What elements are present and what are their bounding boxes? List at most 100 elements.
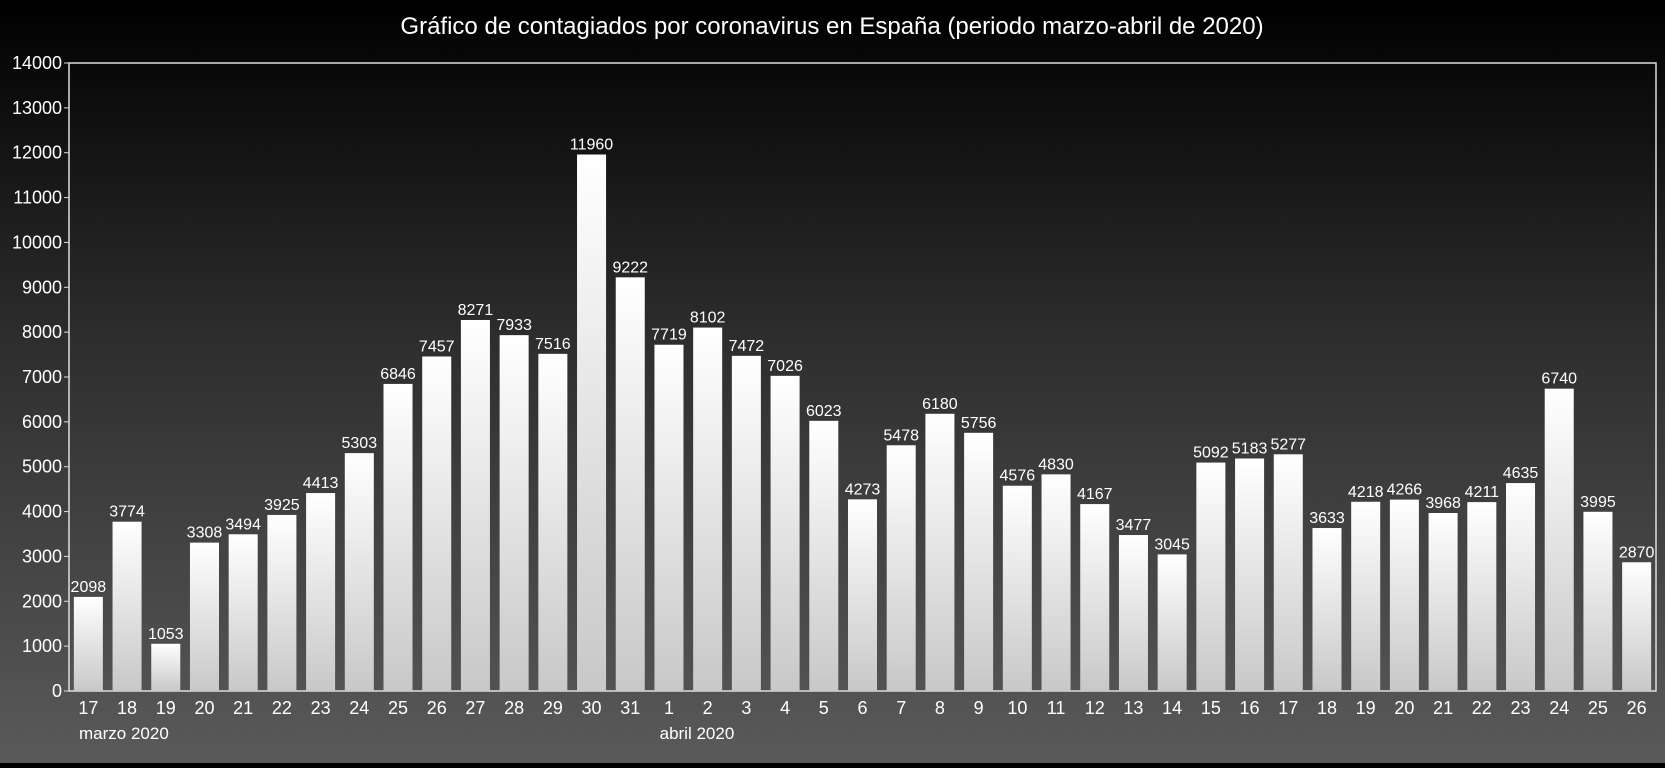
data-label: 7933 <box>496 317 532 334</box>
y-tick-label: 10000 <box>12 232 62 252</box>
bar <box>383 383 413 691</box>
data-label: 1053 <box>148 626 184 643</box>
x-tick-label: 7 <box>896 698 906 718</box>
bar <box>1235 458 1265 691</box>
bar <box>847 499 878 691</box>
data-label: 6180 <box>922 396 958 413</box>
x-group-label: abril 2020 <box>660 724 735 743</box>
x-tick-label: 17 <box>78 698 98 718</box>
data-label: 5092 <box>1193 445 1229 462</box>
x-tick-label: 8 <box>935 698 945 718</box>
data-label: 6846 <box>380 366 416 383</box>
y-tick-label: 8000 <box>22 322 62 342</box>
bar <box>1389 499 1419 691</box>
y-tick-label: 1000 <box>22 636 62 656</box>
data-label: 3477 <box>1116 517 1152 534</box>
x-tick-label: 20 <box>1394 698 1414 718</box>
bar <box>886 445 916 691</box>
bar <box>1041 474 1071 691</box>
x-tick-label: 23 <box>1511 698 1531 718</box>
data-label: 3494 <box>225 516 261 533</box>
bar <box>344 453 374 691</box>
bar <box>1351 501 1381 691</box>
bar <box>615 277 645 691</box>
x-tick-label: 19 <box>156 698 176 718</box>
data-label: 5303 <box>342 435 378 452</box>
y-tick-label: 0 <box>52 681 62 701</box>
bar <box>809 420 839 691</box>
data-label: 8271 <box>458 302 494 319</box>
data-label: 7026 <box>767 358 803 375</box>
data-label: 3968 <box>1425 495 1461 512</box>
x-tick-label: 31 <box>620 698 640 718</box>
data-label: 11960 <box>570 137 613 154</box>
data-label: 7457 <box>419 339 455 356</box>
bar <box>538 353 568 691</box>
bar <box>1157 554 1187 691</box>
data-label: 2098 <box>71 579 107 596</box>
x-tick-label: 3 <box>741 698 751 718</box>
y-tick-label: 9000 <box>22 277 62 297</box>
data-label: 2870 <box>1619 544 1655 561</box>
bar <box>189 542 219 691</box>
y-tick-label: 2000 <box>22 591 62 611</box>
bar <box>925 413 955 691</box>
y-tick-label: 13000 <box>12 98 62 118</box>
x-tick-label: 25 <box>1588 698 1608 718</box>
data-label: 3308 <box>187 525 223 542</box>
y-tick-label: 5000 <box>22 457 62 477</box>
bar <box>112 521 142 691</box>
bar <box>460 319 490 691</box>
chart-title: Gráfico de contagiados por coronavirus e… <box>400 13 1263 40</box>
bar <box>73 596 103 691</box>
x-tick-label: 25 <box>388 698 408 718</box>
x-tick-label: 24 <box>1549 698 1569 718</box>
data-label: 3045 <box>1154 536 1190 553</box>
bar <box>770 375 800 691</box>
x-tick-label: 26 <box>1627 698 1647 718</box>
x-tick-label: 19 <box>1356 698 1376 718</box>
x-group-label: marzo 2020 <box>79 724 169 743</box>
x-tick-label: 20 <box>194 698 214 718</box>
y-tick-label: 4000 <box>22 502 62 522</box>
y-tick-label: 12000 <box>12 143 62 163</box>
x-tick-label: 5 <box>819 698 829 718</box>
data-label: 7472 <box>729 338 765 355</box>
data-label: 4635 <box>1503 465 1539 482</box>
chart-axes: 0 1000 2000 3000 4000 5000 6000 7000 8000 9000 100… <box>12 53 1657 743</box>
bar <box>228 534 258 691</box>
x-tick-label: 16 <box>1240 698 1260 718</box>
y-tick-label: 14000 <box>12 53 62 73</box>
bar <box>577 154 607 692</box>
data-label: 4576 <box>1000 468 1036 485</box>
bar <box>964 432 994 691</box>
bar <box>499 335 529 691</box>
data-label: 5183 <box>1232 441 1268 458</box>
bar <box>1118 535 1148 691</box>
x-tick-label: 18 <box>117 698 137 718</box>
data-label: 7516 <box>535 336 571 353</box>
x-tick-label: 23 <box>311 698 331 718</box>
data-label: 3633 <box>1309 510 1345 527</box>
x-tick-label: 18 <box>1317 698 1337 718</box>
x-tick-label: 22 <box>272 698 292 718</box>
data-label: 3774 <box>109 504 145 521</box>
x-tick-label: 4 <box>780 698 790 718</box>
y-tick-label: 11000 <box>13 188 62 208</box>
bar <box>1080 504 1110 691</box>
x-tick-label: 21 <box>1433 698 1453 718</box>
y-tick-label: 7000 <box>22 367 62 387</box>
x-tick-label: 22 <box>1472 698 1492 718</box>
data-label: 6023 <box>806 403 842 420</box>
x-tick-label: 28 <box>504 698 524 718</box>
x-tick-label: 24 <box>349 698 369 718</box>
bar <box>1196 462 1226 691</box>
bar <box>422 356 452 691</box>
bar <box>1428 513 1458 691</box>
data-label: 4273 <box>845 481 881 498</box>
data-label: 8102 <box>690 310 726 327</box>
bar <box>693 327 723 691</box>
